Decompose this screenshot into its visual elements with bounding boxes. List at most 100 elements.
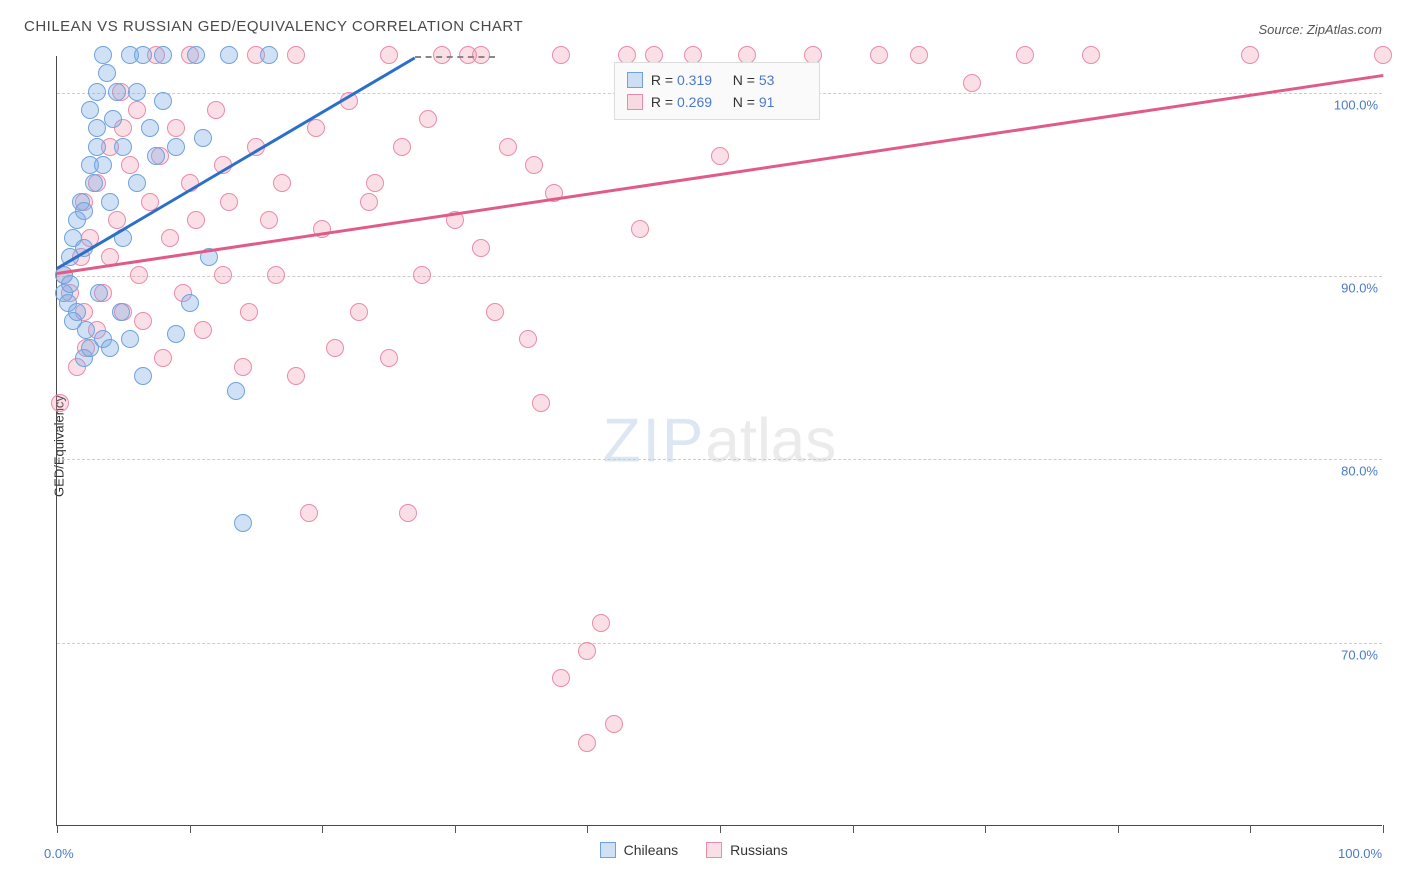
gridline xyxy=(57,276,1382,277)
scatter-point xyxy=(366,174,384,192)
scatter-point xyxy=(552,669,570,687)
scatter-point xyxy=(167,325,185,343)
scatter-point xyxy=(592,614,610,632)
scatter-point xyxy=(134,367,152,385)
y-tick-label: 90.0% xyxy=(1341,281,1378,296)
x-tick xyxy=(985,825,986,833)
scatter-point xyxy=(88,119,106,137)
gridline xyxy=(57,459,1382,460)
scatter-point xyxy=(605,715,623,733)
scatter-point xyxy=(910,46,928,64)
trend-line-dashed xyxy=(415,56,495,58)
scatter-point xyxy=(326,339,344,357)
scatter-point xyxy=(1016,46,1034,64)
scatter-point xyxy=(1374,46,1392,64)
scatter-point xyxy=(154,349,172,367)
watermark-zip: ZIP xyxy=(603,406,705,475)
scatter-point xyxy=(267,266,285,284)
x-tick-label-max: 100.0% xyxy=(1338,846,1382,861)
scatter-point xyxy=(433,46,451,64)
scatter-point xyxy=(525,156,543,174)
scatter-point xyxy=(240,303,258,321)
watermark-atlas: atlas xyxy=(705,406,836,475)
scatter-point xyxy=(227,382,245,400)
x-tick xyxy=(190,825,191,833)
scatter-point xyxy=(307,119,325,137)
scatter-point xyxy=(98,64,116,82)
scatter-point xyxy=(94,46,112,64)
scatter-point xyxy=(147,147,165,165)
source-attribution: Source: ZipAtlas.com xyxy=(1258,22,1382,37)
scatter-point xyxy=(51,394,69,412)
x-tick xyxy=(322,825,323,833)
gridline xyxy=(57,643,1382,644)
y-tick-label: 80.0% xyxy=(1341,464,1378,479)
scatter-point xyxy=(108,211,126,229)
scatter-point xyxy=(380,46,398,64)
scatter-point xyxy=(130,266,148,284)
scatter-point xyxy=(532,394,550,412)
scatter-point xyxy=(108,83,126,101)
scatter-point xyxy=(187,46,205,64)
scatter-point xyxy=(287,367,305,385)
scatter-point xyxy=(350,303,368,321)
legend-label: Chileans xyxy=(624,842,678,858)
scatter-point xyxy=(128,83,146,101)
scatter-plot-area: ZIPatlas 70.0%80.0%90.0%100.0%R = 0.319 … xyxy=(56,56,1382,826)
scatter-point xyxy=(90,284,108,302)
scatter-point xyxy=(85,174,103,192)
scatter-point xyxy=(121,156,139,174)
scatter-point xyxy=(114,138,132,156)
legend-swatch xyxy=(706,842,722,858)
scatter-point xyxy=(181,294,199,312)
legend-swatch xyxy=(600,842,616,858)
x-tick xyxy=(1250,825,1251,833)
x-tick xyxy=(587,825,588,833)
scatter-point xyxy=(207,101,225,119)
x-tick xyxy=(1118,825,1119,833)
scatter-point xyxy=(194,321,212,339)
scatter-point xyxy=(273,174,291,192)
scatter-point xyxy=(399,504,417,522)
legend-label: Russians xyxy=(730,842,788,858)
scatter-point xyxy=(393,138,411,156)
scatter-point xyxy=(68,303,86,321)
scatter-point xyxy=(300,504,318,522)
x-tick xyxy=(57,825,58,833)
watermark: ZIPatlas xyxy=(603,405,836,476)
stats-row: R = 0.269 N = 91 xyxy=(627,91,807,113)
scatter-point xyxy=(121,330,139,348)
x-tick xyxy=(853,825,854,833)
scatter-point xyxy=(486,303,504,321)
scatter-point xyxy=(472,239,490,257)
stats-text: R = 0.319 N = 53 xyxy=(651,69,807,91)
scatter-point xyxy=(234,358,252,376)
y-tick-label: 100.0% xyxy=(1334,97,1378,112)
scatter-point xyxy=(101,193,119,211)
scatter-point xyxy=(81,101,99,119)
stats-row: R = 0.319 N = 53 xyxy=(627,69,807,91)
scatter-point xyxy=(260,211,278,229)
scatter-point xyxy=(154,46,172,64)
scatter-point xyxy=(1241,46,1259,64)
scatter-point xyxy=(519,330,537,348)
scatter-point xyxy=(214,266,232,284)
scatter-point xyxy=(413,266,431,284)
scatter-point xyxy=(220,193,238,211)
scatter-point xyxy=(631,220,649,238)
correlation-stats-box: R = 0.319 N = 53R = 0.269 N = 91 xyxy=(614,62,820,120)
scatter-point xyxy=(88,83,106,101)
scatter-point xyxy=(161,229,179,247)
scatter-point xyxy=(77,321,95,339)
scatter-point xyxy=(578,642,596,660)
scatter-point xyxy=(61,275,79,293)
scatter-point xyxy=(380,349,398,367)
legend-swatch xyxy=(627,72,643,88)
stats-text: R = 0.269 N = 91 xyxy=(651,91,807,113)
scatter-point xyxy=(94,156,112,174)
legend-item: Russians xyxy=(706,842,788,858)
scatter-point xyxy=(167,119,185,137)
scatter-point xyxy=(88,138,106,156)
legend-item: Chileans xyxy=(600,842,678,858)
scatter-point xyxy=(287,46,305,64)
